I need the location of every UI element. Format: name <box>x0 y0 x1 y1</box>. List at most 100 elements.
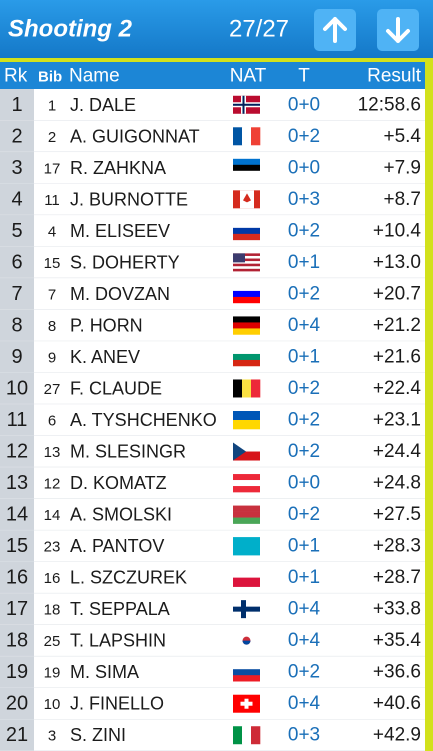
rank-cell <box>0 435 34 468</box>
rank: 17 <box>6 598 28 620</box>
rank: 21 <box>6 724 28 746</box>
flag-icon <box>233 127 261 146</box>
rank: 18 <box>6 630 28 652</box>
flag-part <box>233 359 260 367</box>
flag-icon <box>233 663 260 682</box>
flag-part <box>233 726 243 745</box>
flag-part <box>233 328 260 335</box>
bib: 17 <box>44 160 61 177</box>
result: 12:58.6 <box>358 94 421 115</box>
flag-part <box>233 103 260 106</box>
bib: 18 <box>44 602 61 619</box>
flag-part <box>233 442 246 461</box>
bib: 27 <box>44 381 61 398</box>
penalties: 0+2 <box>288 378 320 399</box>
result: +10.4 <box>373 220 422 241</box>
athlete-name: M. SLESINGR <box>70 442 186 462</box>
flag-icon <box>233 190 260 209</box>
rank-cell <box>0 624 34 657</box>
rank-cell <box>0 530 34 562</box>
penalties: 0+3 <box>288 189 320 210</box>
penalties: 0+2 <box>288 441 320 462</box>
down-button[interactable] <box>377 9 419 51</box>
bib: 3 <box>48 728 56 745</box>
penalties: 0+2 <box>288 504 320 525</box>
penalties: 0+4 <box>288 599 321 620</box>
row-background <box>34 561 425 594</box>
bib: 7 <box>48 286 56 303</box>
flag-part <box>233 353 260 361</box>
flag-icon <box>233 505 260 524</box>
up-button[interactable] <box>314 9 356 51</box>
row-background <box>34 404 425 436</box>
flag-icon <box>233 694 260 713</box>
flag-icon <box>233 568 260 587</box>
result: +23.1 <box>373 410 421 431</box>
bib: 16 <box>44 570 61 587</box>
rank: 7 <box>11 283 22 305</box>
rank-cell <box>0 246 34 279</box>
athlete-name: S. ZINI <box>70 725 126 745</box>
row-background <box>34 278 425 310</box>
flag-icon <box>233 95 260 114</box>
flag-icon <box>233 474 260 493</box>
row-background <box>34 183 425 216</box>
result: +20.7 <box>373 283 421 304</box>
penalties: 0+0 <box>288 94 320 115</box>
flag-part <box>233 568 260 578</box>
athlete-name: J. FINELLO <box>70 694 164 714</box>
bib: 14 <box>44 507 61 524</box>
result: +24.4 <box>373 441 422 462</box>
flag-part <box>233 127 243 146</box>
result: +36.6 <box>373 662 421 683</box>
athlete-name: A. PANTOV <box>70 536 164 556</box>
result: +21.2 <box>373 315 421 336</box>
column-header: Name <box>69 66 120 87</box>
column-header: Result <box>367 66 422 87</box>
bib: 6 <box>48 413 56 430</box>
rank-cell <box>0 120 34 153</box>
flag-part <box>233 480 260 487</box>
flag-part <box>233 486 260 493</box>
flag-part <box>233 284 260 292</box>
flag-part <box>233 511 260 518</box>
flag-icon <box>233 600 260 619</box>
penalties: 0+0 <box>288 473 320 494</box>
penalties: 0+4 <box>288 693 321 714</box>
rank: 16 <box>6 567 28 589</box>
flag-icon <box>233 379 261 398</box>
bib: 19 <box>44 665 61 682</box>
rank: 4 <box>11 188 22 210</box>
athlete-name: J. BURNOTTE <box>70 189 188 209</box>
penalties: 0+1 <box>288 536 320 557</box>
column-header: T <box>298 66 310 87</box>
bib: 23 <box>44 539 61 556</box>
athlete-name: M. SIMA <box>70 662 139 682</box>
penalties: 0+0 <box>288 157 320 178</box>
flag-icon <box>233 537 260 556</box>
rank: 15 <box>6 535 28 557</box>
penalties: 0+1 <box>288 346 320 367</box>
header-bar <box>0 0 433 58</box>
flag-part <box>233 255 260 259</box>
bib: 4 <box>48 223 56 240</box>
flag-part <box>233 411 260 421</box>
rank-cell <box>0 404 34 436</box>
flag-part <box>233 577 260 587</box>
flag-icon <box>233 253 260 272</box>
bib: 15 <box>44 255 61 272</box>
result: +13.0 <box>373 252 421 273</box>
flag-icon <box>233 631 260 650</box>
row-background <box>34 467 425 499</box>
row-background <box>34 372 425 405</box>
flag-part <box>233 537 260 556</box>
flag-part <box>233 158 260 166</box>
athlete-name: R. ZAHKNA <box>70 158 166 178</box>
row-background <box>34 530 425 562</box>
rank: 1 <box>11 94 22 116</box>
rank: 14 <box>6 504 28 526</box>
rank-cell <box>0 719 34 751</box>
rank: 19 <box>6 661 28 683</box>
result: +42.9 <box>373 725 421 746</box>
